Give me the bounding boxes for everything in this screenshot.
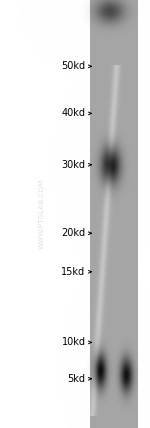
- Text: 10kd: 10kd: [61, 337, 85, 348]
- Text: WWW.PTGLAB.COM: WWW.PTGLAB.COM: [39, 179, 45, 249]
- Text: 20kd: 20kd: [61, 228, 85, 238]
- Text: 30kd: 30kd: [61, 160, 85, 170]
- Text: 40kd: 40kd: [61, 108, 85, 119]
- Text: 50kd: 50kd: [61, 61, 85, 71]
- Text: 15kd: 15kd: [61, 267, 85, 277]
- Text: 5kd: 5kd: [68, 374, 85, 384]
